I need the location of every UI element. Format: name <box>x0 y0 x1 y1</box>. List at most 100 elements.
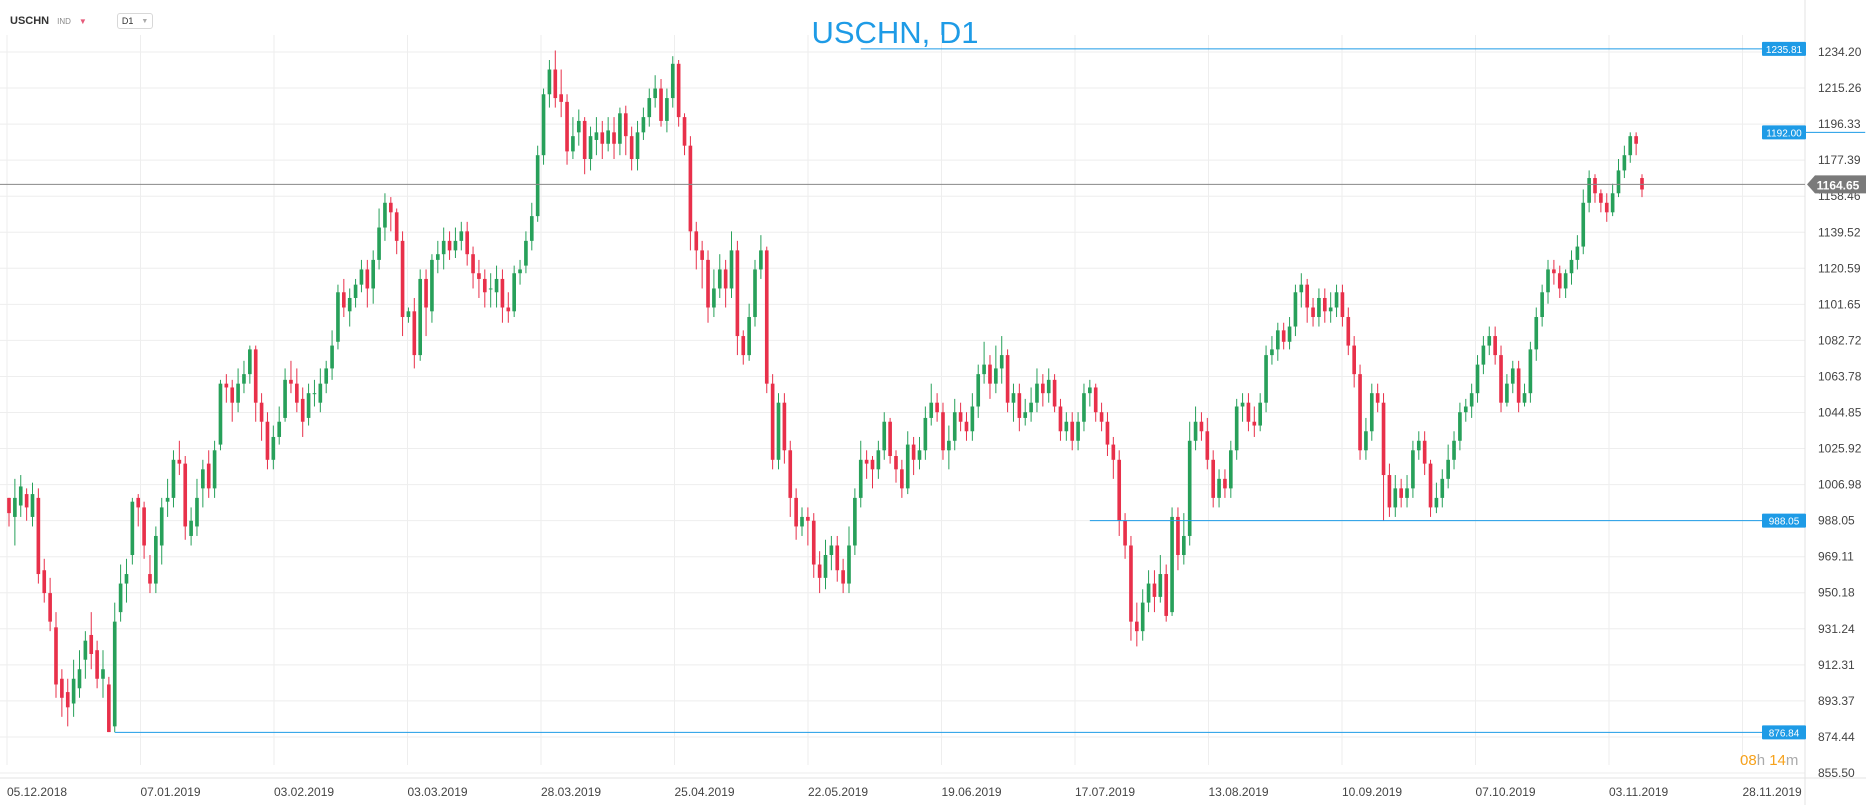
y-tick-label: 1215.26 <box>1818 81 1862 95</box>
x-tick-label: 17.07.2019 <box>1075 785 1135 799</box>
candle-up <box>1622 155 1627 171</box>
candle-down <box>1557 273 1562 289</box>
candle-down <box>394 212 399 241</box>
candle-down <box>1152 583 1157 597</box>
candle-down <box>741 336 746 356</box>
candle-up <box>1270 349 1274 356</box>
candle-down <box>500 278 505 308</box>
candle-up <box>1328 307 1333 312</box>
candle-down <box>770 383 775 460</box>
candle-up <box>1334 292 1339 308</box>
candle-up <box>882 421 887 451</box>
level-price-tag <box>1762 41 1806 56</box>
candle-up <box>1317 297 1321 318</box>
candle-down <box>723 269 728 289</box>
candle-up <box>541 94 546 156</box>
candle-down <box>1252 421 1257 426</box>
y-tick-label: 931.24 <box>1818 622 1855 636</box>
candle-up <box>1234 406 1239 451</box>
candle-up <box>1469 393 1474 407</box>
x-tick-label: 03.11.2019 <box>1609 785 1668 799</box>
candle-down <box>559 94 563 102</box>
candle-down <box>1199 421 1204 432</box>
candle-down <box>1123 520 1127 546</box>
x-tick-label: 28.03.2019 <box>541 785 601 799</box>
candle-down <box>295 383 299 403</box>
candle-down <box>964 421 969 432</box>
candle-down <box>1017 393 1022 418</box>
candle-up <box>994 368 998 384</box>
candle-up <box>670 63 675 99</box>
candle-up <box>195 497 199 527</box>
candle-up <box>1264 355 1268 403</box>
candle-up <box>976 374 981 407</box>
candle-up <box>635 132 640 159</box>
candle-down <box>183 463 188 527</box>
y-tick-label: 912.31 <box>1818 658 1855 672</box>
candle-up <box>1434 497 1439 508</box>
x-tick-label: 22.05.2019 <box>808 785 868 799</box>
candle-down <box>688 145 693 232</box>
candle-down <box>794 497 798 527</box>
candle-up <box>283 379 287 418</box>
market-dropdown-icon[interactable]: ▼ <box>78 16 87 26</box>
candle-up <box>653 88 657 99</box>
y-tick-label: 1082.72 <box>1818 333 1862 347</box>
symbol-label[interactable]: USCHN <box>10 15 50 27</box>
candle-down <box>1281 330 1286 342</box>
candle-up <box>77 669 82 689</box>
candle-up <box>418 278 423 356</box>
candle-up <box>1581 202 1586 247</box>
candle-up <box>588 136 593 159</box>
candle-down <box>676 63 681 118</box>
candle-up <box>800 516 804 527</box>
candle-down <box>107 684 111 733</box>
candle-up <box>1140 602 1145 632</box>
candle-up <box>776 402 781 460</box>
timeframe-value: D1 <box>121 16 134 26</box>
candle-up <box>1228 450 1233 489</box>
x-tick-label: 28.11.2019 <box>1743 785 1802 799</box>
level-price-label: 876.84 <box>1769 728 1800 739</box>
y-tick-label: 1044.85 <box>1818 406 1862 420</box>
candle-up <box>318 383 323 403</box>
y-tick-label: 1120.59 <box>1818 261 1861 275</box>
level-price-label: 1235.81 <box>1766 45 1803 56</box>
candle-up <box>594 132 599 140</box>
candle-down <box>60 678 64 698</box>
candle-up <box>459 231 464 241</box>
candle-down <box>1516 368 1521 403</box>
candle-down <box>388 202 393 213</box>
current-price-label: 1164.65 <box>1817 178 1860 192</box>
candle-up <box>1487 336 1492 346</box>
candle-down <box>894 456 898 470</box>
candle-up <box>1275 330 1280 350</box>
candle-down <box>623 113 628 137</box>
candle-up <box>1587 178 1591 203</box>
candle-up <box>324 368 329 384</box>
candle-down <box>1223 478 1227 489</box>
candle-up <box>923 417 928 451</box>
timeframe-select[interactable]: D1 ▼ <box>116 13 154 29</box>
candle-up <box>1240 402 1245 407</box>
candle-up <box>876 450 881 470</box>
candle-down <box>289 379 293 384</box>
candle-down <box>148 574 152 584</box>
y-tick-label: 988.05 <box>1818 514 1855 528</box>
candle-down <box>1211 459 1216 498</box>
candle-up <box>441 240 446 255</box>
x-tick-label: 25.04.2019 <box>675 785 735 799</box>
candle-down <box>7 497 11 514</box>
candle-up <box>982 364 986 375</box>
y-tick-label: 1101.65 <box>1818 297 1861 311</box>
candle-up <box>1463 406 1468 413</box>
candle-down <box>65 692 70 708</box>
candle-down <box>48 593 52 622</box>
candle-down <box>1058 406 1063 432</box>
candle-up <box>999 355 1004 369</box>
candle-down <box>941 412 945 451</box>
market-label: IND <box>57 16 71 26</box>
candle-down <box>1387 475 1392 508</box>
y-tick-label: 1234.20 <box>1818 45 1862 59</box>
